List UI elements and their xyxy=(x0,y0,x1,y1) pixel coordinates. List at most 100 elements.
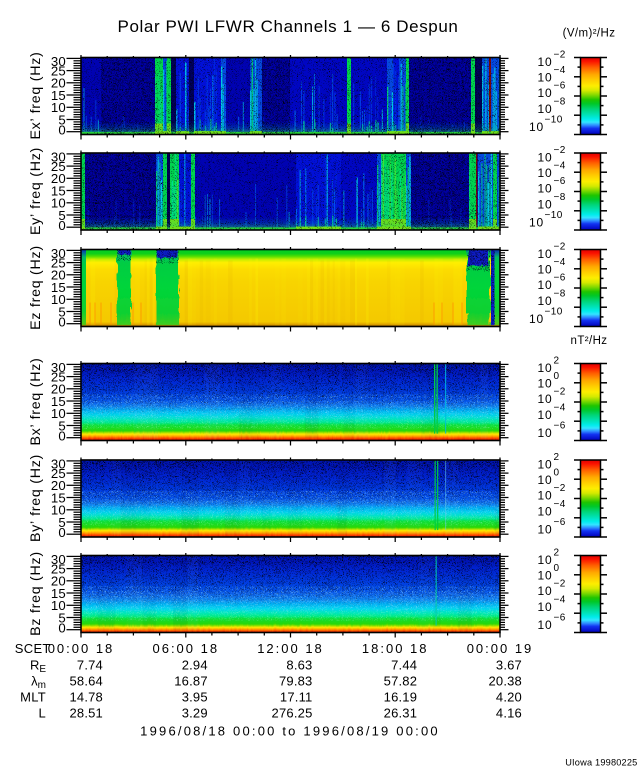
svg-text:10: 10 xyxy=(538,505,553,519)
svg-text:30: 30 xyxy=(51,54,66,69)
svg-text:20: 20 xyxy=(51,574,66,589)
svg-text:10: 10 xyxy=(538,600,553,614)
svg-text:15: 15 xyxy=(51,280,66,295)
svg-text:2: 2 xyxy=(554,355,560,366)
svg-text:25: 25 xyxy=(51,256,66,271)
svg-text:−4: −4 xyxy=(554,257,566,268)
svg-text:10: 10 xyxy=(538,584,553,598)
svg-text:10: 10 xyxy=(538,392,553,406)
svg-text:15: 15 xyxy=(51,183,66,198)
svg-text:−4: −4 xyxy=(554,594,566,605)
svg-text:−8: −8 xyxy=(554,96,566,107)
svg-text:−6: −6 xyxy=(554,517,566,528)
svg-text:nT²/Hz: nT²/Hz xyxy=(571,335,608,347)
svg-text:UIowa 19980225: UIowa 19980225 xyxy=(565,758,637,768)
svg-text:12:00 18: 12:00 18 xyxy=(257,641,324,656)
svg-text:3.95: 3.95 xyxy=(182,690,208,705)
svg-text:00:00 19: 00:00 19 xyxy=(467,641,534,656)
svg-text:79.83: 79.83 xyxy=(279,674,313,689)
svg-text:Polar PWI LFWR Channels 1 — 6: Polar PWI LFWR Channels 1 — 6 Despun xyxy=(118,17,459,36)
svg-text:10: 10 xyxy=(538,569,553,583)
svg-text:Ey’ freq (Hz): Ey’ freq (Hz) xyxy=(28,147,44,235)
svg-text:15: 15 xyxy=(51,394,66,409)
svg-text:2: 2 xyxy=(554,452,560,463)
svg-text:10: 10 xyxy=(51,598,66,613)
svg-text:30: 30 xyxy=(51,246,66,261)
svg-text:0: 0 xyxy=(58,315,65,330)
svg-text:Ez freq (Hz): Ez freq (Hz) xyxy=(28,245,44,330)
svg-text:30: 30 xyxy=(51,360,66,375)
svg-text:20: 20 xyxy=(51,76,66,91)
svg-text:−2: −2 xyxy=(554,241,566,252)
svg-text:10: 10 xyxy=(538,102,553,116)
svg-text:10: 10 xyxy=(538,377,553,391)
svg-text:10: 10 xyxy=(538,151,553,165)
svg-text:26.31: 26.31 xyxy=(384,706,418,721)
svg-text:−2: −2 xyxy=(554,578,566,589)
svg-text:2.94: 2.94 xyxy=(182,658,208,673)
svg-text:10: 10 xyxy=(538,198,553,212)
svg-text:5: 5 xyxy=(58,208,65,223)
svg-text:20: 20 xyxy=(51,171,66,186)
svg-text:5: 5 xyxy=(58,515,65,530)
svg-text:25: 25 xyxy=(51,370,66,385)
svg-text:10: 10 xyxy=(538,553,553,567)
svg-text:0: 0 xyxy=(58,218,65,233)
svg-text:0: 0 xyxy=(58,123,65,138)
svg-text:10: 10 xyxy=(538,86,553,100)
svg-text:−6: −6 xyxy=(554,612,566,623)
svg-text:10: 10 xyxy=(538,247,553,261)
svg-text:10: 10 xyxy=(538,408,553,422)
svg-text:SCET: SCET xyxy=(15,641,51,656)
svg-text:10: 10 xyxy=(538,618,553,632)
svg-text:−4: −4 xyxy=(554,160,566,171)
svg-text:4.16: 4.16 xyxy=(496,706,522,721)
svg-text:25: 25 xyxy=(51,64,66,79)
svg-text:−2: −2 xyxy=(554,483,566,494)
svg-text:10: 10 xyxy=(538,426,553,440)
svg-text:−8: −8 xyxy=(554,288,566,299)
svg-text:10: 10 xyxy=(538,71,553,85)
svg-text:10: 10 xyxy=(538,166,553,180)
svg-text:0: 0 xyxy=(58,525,65,540)
svg-text:30: 30 xyxy=(51,150,66,165)
svg-text:10: 10 xyxy=(538,294,553,308)
svg-text:5: 5 xyxy=(58,112,65,127)
svg-text:−4: −4 xyxy=(554,65,566,76)
svg-text:25: 25 xyxy=(51,562,66,577)
svg-text:By’ freq (Hz): By’ freq (Hz) xyxy=(28,454,44,542)
svg-text:Bz freq (Hz): Bz freq (Hz) xyxy=(28,551,44,636)
svg-text:(V/m)²/Hz: (V/m)²/Hz xyxy=(563,28,616,40)
svg-text:10: 10 xyxy=(538,361,553,375)
svg-text:3.67: 3.67 xyxy=(496,658,522,673)
svg-text:10: 10 xyxy=(51,100,66,115)
svg-text:10: 10 xyxy=(538,458,553,472)
svg-text:10: 10 xyxy=(538,489,553,503)
svg-text:Bx’ freq (Hz): Bx’ freq (Hz) xyxy=(28,357,44,445)
svg-text:3.29: 3.29 xyxy=(182,706,208,721)
svg-text:58.64: 58.64 xyxy=(69,674,103,689)
svg-text:25: 25 xyxy=(51,159,66,174)
svg-text:−2: −2 xyxy=(554,49,566,60)
svg-text:−6: −6 xyxy=(554,272,566,283)
svg-text:10: 10 xyxy=(51,406,66,421)
svg-text:MLT: MLT xyxy=(20,690,46,705)
svg-text:06:00 18: 06:00 18 xyxy=(152,641,219,656)
svg-text:Ex’ freq (Hz): Ex’ freq (Hz) xyxy=(28,51,44,139)
svg-text:L: L xyxy=(38,706,46,721)
svg-text:10: 10 xyxy=(538,182,553,196)
svg-text:−6: −6 xyxy=(554,176,566,187)
svg-text:−4: −4 xyxy=(554,499,566,510)
svg-text:16.87: 16.87 xyxy=(174,674,208,689)
svg-text:1996/08/18 00:00 to 1996/08/19: 1996/08/18 00:00 to 1996/08/19 00:00 xyxy=(140,724,440,739)
svg-text:0: 0 xyxy=(554,467,560,478)
svg-text:−6: −6 xyxy=(554,420,566,431)
svg-text:14.78: 14.78 xyxy=(69,690,103,705)
svg-text:−8: −8 xyxy=(554,192,566,203)
svg-text:8.63: 8.63 xyxy=(286,658,312,673)
svg-text:20: 20 xyxy=(51,268,66,283)
svg-text:−10: −10 xyxy=(545,210,563,221)
svg-text:276.25: 276.25 xyxy=(272,706,313,721)
svg-text:15: 15 xyxy=(51,490,66,505)
svg-text:10: 10 xyxy=(538,55,553,69)
